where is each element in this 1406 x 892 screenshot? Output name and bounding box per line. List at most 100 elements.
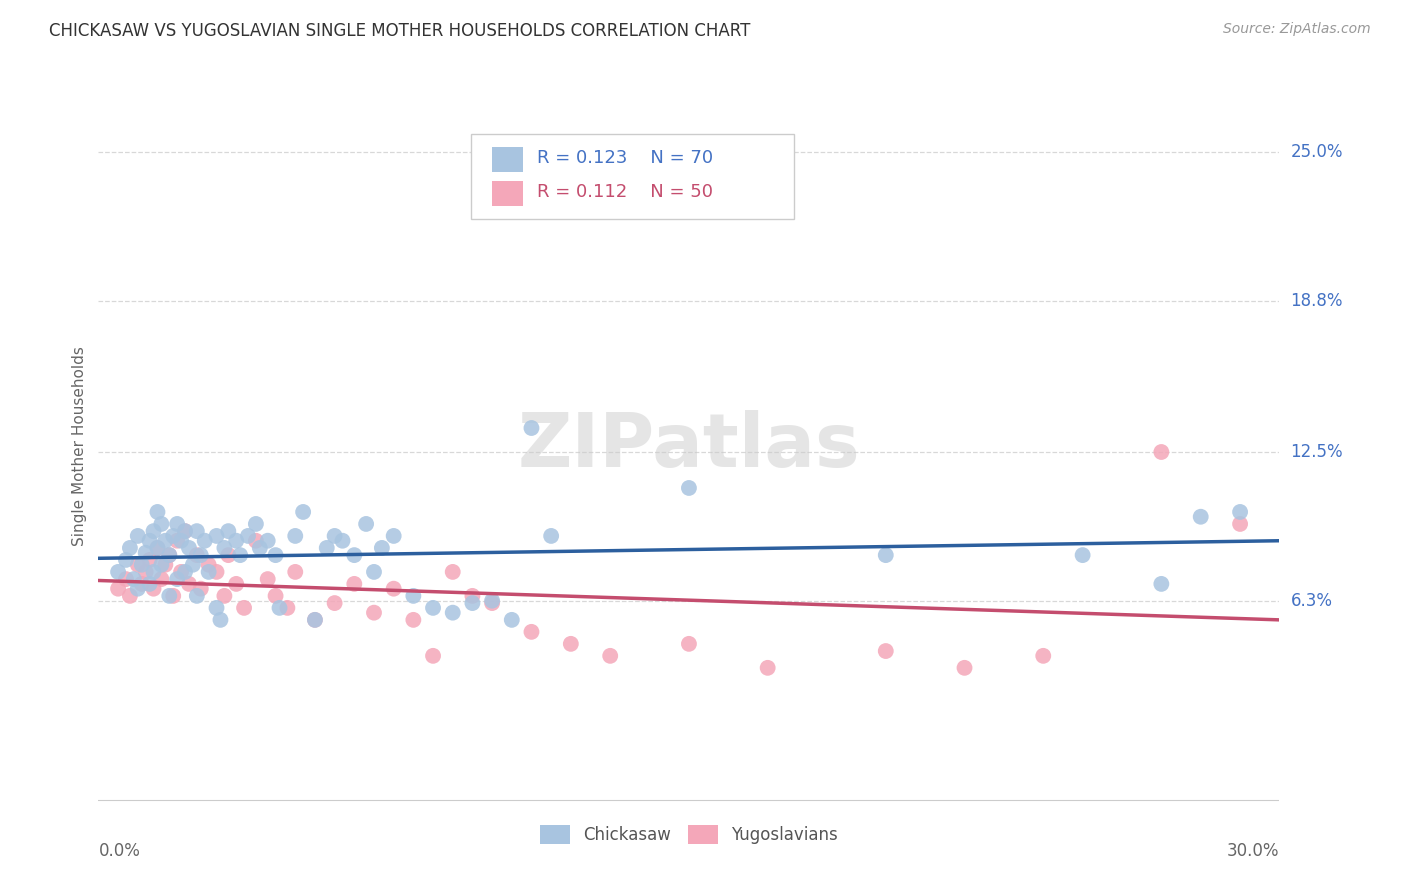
Text: R = 0.123    N = 70: R = 0.123 N = 70 — [537, 149, 713, 167]
Point — [166, 516, 188, 531]
Point — [118, 541, 141, 555]
Point — [256, 533, 278, 548]
Y-axis label: Single Mother Households: Single Mother Households — [72, 346, 87, 546]
Point — [1150, 577, 1173, 591]
Point — [138, 577, 160, 591]
Point — [225, 533, 247, 548]
Point — [422, 600, 444, 615]
Text: R = 0.112    N = 50: R = 0.112 N = 50 — [537, 183, 713, 201]
Point — [520, 421, 543, 435]
Point — [157, 589, 180, 603]
Point — [181, 558, 204, 572]
Point — [292, 505, 315, 519]
Point — [332, 533, 354, 548]
Point — [441, 565, 464, 579]
Point — [461, 589, 484, 603]
Point — [194, 533, 217, 548]
Point — [177, 577, 200, 591]
Point — [481, 593, 503, 607]
Point — [315, 541, 337, 555]
Point — [127, 582, 149, 596]
Point — [150, 516, 173, 531]
Point — [127, 529, 149, 543]
Point — [150, 558, 173, 572]
Point — [107, 582, 129, 596]
Text: 6.3%: 6.3% — [1291, 591, 1333, 609]
Text: 30.0%: 30.0% — [1227, 842, 1279, 860]
Point — [190, 548, 212, 562]
Point — [170, 533, 193, 548]
Point — [363, 606, 385, 620]
Point — [186, 524, 208, 538]
Point — [157, 548, 180, 562]
Point — [142, 524, 165, 538]
Point — [135, 546, 157, 560]
Point — [382, 529, 405, 543]
Point — [276, 600, 298, 615]
Point — [205, 600, 228, 615]
Point — [343, 577, 366, 591]
Point — [481, 596, 503, 610]
Point — [264, 589, 287, 603]
Point — [1032, 648, 1054, 663]
Point — [142, 565, 165, 579]
Point — [264, 548, 287, 562]
Point — [245, 516, 267, 531]
Point — [875, 644, 897, 658]
Point — [1229, 516, 1251, 531]
Point — [127, 558, 149, 572]
Point — [177, 541, 200, 555]
Point — [875, 548, 897, 562]
Point — [115, 553, 138, 567]
Point — [142, 582, 165, 596]
Point — [560, 637, 582, 651]
Point — [284, 565, 307, 579]
Point — [118, 589, 141, 603]
Point — [174, 524, 197, 538]
Point — [402, 589, 425, 603]
Point — [540, 529, 562, 543]
Point — [1071, 548, 1094, 562]
Point — [229, 548, 252, 562]
Point — [122, 572, 145, 586]
Point — [343, 548, 366, 562]
Point — [225, 577, 247, 591]
Point — [269, 600, 291, 615]
Point — [323, 529, 346, 543]
Point — [678, 637, 700, 651]
Text: 18.8%: 18.8% — [1291, 292, 1343, 310]
Point — [1189, 509, 1212, 524]
Point — [150, 572, 173, 586]
Point — [190, 582, 212, 596]
Point — [953, 661, 976, 675]
Point — [135, 565, 157, 579]
Point — [107, 565, 129, 579]
Point — [441, 606, 464, 620]
Point — [501, 613, 523, 627]
Point — [131, 577, 153, 591]
Point — [138, 553, 160, 567]
Point — [245, 533, 267, 548]
Point — [174, 565, 197, 579]
Point — [146, 541, 169, 555]
Point — [174, 524, 197, 538]
Text: ZIPatlas: ZIPatlas — [517, 409, 860, 483]
Point — [157, 548, 180, 562]
Point — [162, 589, 184, 603]
Text: Source: ZipAtlas.com: Source: ZipAtlas.com — [1223, 22, 1371, 37]
Point — [1150, 445, 1173, 459]
Point — [170, 565, 193, 579]
Point — [354, 516, 377, 531]
Point — [214, 541, 236, 555]
Text: 25.0%: 25.0% — [1291, 144, 1343, 161]
Point — [138, 533, 160, 548]
Point — [422, 648, 444, 663]
Point — [115, 572, 138, 586]
Point — [249, 541, 271, 555]
Point — [214, 589, 236, 603]
Point — [520, 624, 543, 639]
Point — [323, 596, 346, 610]
Point — [284, 529, 307, 543]
Point — [166, 533, 188, 548]
Legend: Chickasaw, Yugoslavians: Chickasaw, Yugoslavians — [533, 818, 845, 851]
